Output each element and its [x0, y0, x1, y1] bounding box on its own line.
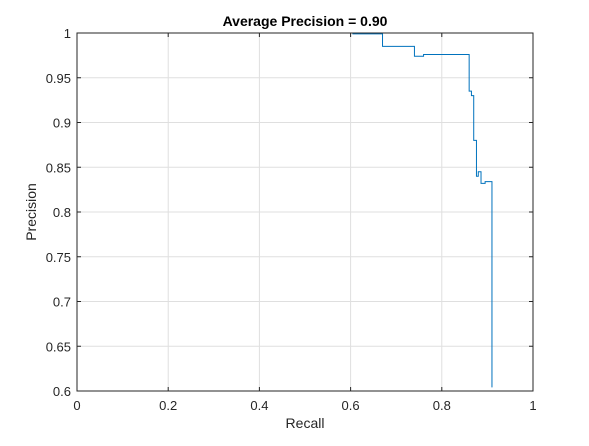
y-tick-labels: 0.6 0.65 0.7 0.75 0.8 0.85 0.9 0.95 1	[46, 26, 71, 399]
x-tick-label: 0.2	[159, 398, 177, 413]
x-tick-label: 0	[73, 398, 80, 413]
y-tick-label: 0.6	[53, 384, 71, 399]
y-tick-label: 0.9	[53, 116, 71, 131]
y-tick-label: 0.75	[46, 250, 71, 265]
y-tick-label: 0.85	[46, 160, 71, 175]
grid-horizontal-lines	[77, 77, 533, 347]
y-tick-label: 0.7	[53, 295, 71, 310]
x-tick-labels: 0 0.2 0.4 0.6 0.8 1	[73, 398, 536, 413]
y-tick-label: 1	[64, 26, 71, 41]
y-tick-label: 0.8	[53, 205, 71, 220]
precision-recall-line	[77, 32, 493, 388]
x-tick-label: 1	[529, 398, 536, 413]
x-tick-label: 0.4	[250, 398, 268, 413]
x-tick-label: 0.8	[433, 398, 451, 413]
chart-title: Average Precision = 0.90	[223, 13, 388, 29]
y-ticks	[77, 32, 533, 392]
y-axis-label: Precision	[23, 183, 39, 241]
x-tick-label: 0.6	[342, 398, 360, 413]
y-tick-label: 0.65	[46, 339, 71, 354]
series-group	[77, 32, 493, 388]
x-ticks	[76, 33, 534, 391]
y-tick-label: 0.95	[46, 71, 71, 86]
x-axis-label: Recall	[286, 415, 325, 431]
